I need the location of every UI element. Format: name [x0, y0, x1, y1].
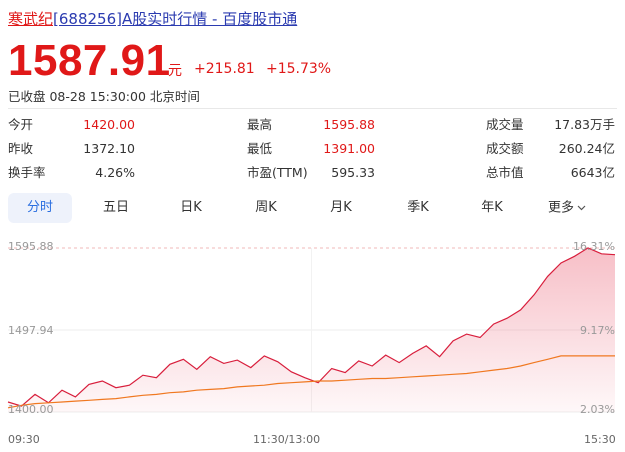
- stat-label: 成交额: [486, 141, 524, 156]
- stat-value: 6643亿: [570, 165, 615, 180]
- average-price-line: [7, 355, 615, 409]
- stat-value: 4.26%: [95, 165, 135, 180]
- tab-label: 更多: [547, 200, 574, 216]
- stat-label: 最低: [247, 141, 273, 156]
- price-line: [7, 247, 616, 407]
- tab-label: 年K: [481, 200, 503, 215]
- stat-label: 成交量: [486, 117, 524, 132]
- stat-value: 17.83万手: [554, 117, 615, 132]
- price-change: +215.81: [194, 61, 255, 77]
- price-area: [8, 247, 615, 412]
- right-tick-label: 9.17%: [580, 324, 615, 337]
- tab-daily-k[interactable]: 日K: [159, 193, 223, 223]
- stat-value: 1420.00: [83, 117, 135, 132]
- tab-label: 周K: [255, 200, 277, 215]
- tab-weekly-k[interactable]: 周K: [234, 193, 298, 223]
- y-tick-label: 1400.00: [8, 403, 54, 416]
- tab-label: 日K: [180, 200, 202, 215]
- stat-value: 1595.88: [323, 117, 375, 132]
- tab-label: 季K: [407, 200, 429, 215]
- current-price: 1587.91: [8, 36, 171, 85]
- stock-name-link[interactable]: 寒武纪: [8, 10, 54, 28]
- stat-value: 595.33: [331, 165, 375, 180]
- y-tick-label: 1595.88: [8, 240, 54, 253]
- price-change-percent: +15.73%: [266, 61, 332, 77]
- page-title-link[interactable]: A股实时行情 - 百度股市通: [121, 10, 298, 28]
- intraday-chart-svg: 1595.88 1497.94 1400.00 16.31% 9.17% 2.03%: [7, 240, 616, 416]
- tab-monthly-k[interactable]: 月K: [309, 193, 373, 223]
- stat-label: 市盈(TTM): [247, 165, 308, 180]
- page-title: 寒武纪[688256]A股实时行情 - 百度股市通: [8, 9, 297, 29]
- stat-label: 昨收: [8, 141, 34, 156]
- right-tick-label: 2.03%: [580, 403, 615, 416]
- stat-label: 今开: [8, 117, 34, 132]
- stat-value: 1391.00: [323, 141, 375, 156]
- stock-code-link[interactable]: [688256]: [53, 10, 122, 28]
- x-tick-label: 15:30: [584, 433, 616, 446]
- tab-intraday[interactable]: 分时: [8, 193, 72, 223]
- tab-five-day[interactable]: 五日: [84, 193, 148, 223]
- x-tick-label: 11:30/13:00: [253, 433, 321, 446]
- stat-value: 260.24亿: [558, 141, 615, 156]
- price-unit: 元: [168, 63, 182, 79]
- stat-value: 1372.10: [83, 141, 135, 156]
- tab-yearly-k[interactable]: 年K: [460, 193, 524, 223]
- stat-label: 总市值: [486, 165, 524, 180]
- divider: [8, 108, 617, 109]
- tab-label: 分时: [26, 200, 53, 215]
- tab-label: 月K: [330, 200, 352, 215]
- market-status: 已收盘 08-28 15:30:00 北京时间: [8, 89, 200, 104]
- tab-quarterly-k[interactable]: 季K: [386, 193, 450, 223]
- intraday-chart: 1595.88 1497.94 1400.00 16.31% 9.17% 2.03%: [0, 232, 625, 421]
- stat-label: 换手率: [8, 165, 46, 180]
- x-tick-label: 09:30: [8, 433, 40, 446]
- right-tick-label: 16.31%: [573, 240, 615, 253]
- tab-more[interactable]: 更多: [535, 193, 599, 223]
- stat-label: 最高: [247, 117, 273, 132]
- tab-label: 五日: [102, 200, 129, 215]
- y-tick-label: 1497.94: [8, 324, 54, 337]
- chart-period-tabs: 分时 五日 日K 周K 月K 季K 年K 更多: [8, 193, 614, 225]
- chevron-down-icon: [577, 193, 586, 223]
